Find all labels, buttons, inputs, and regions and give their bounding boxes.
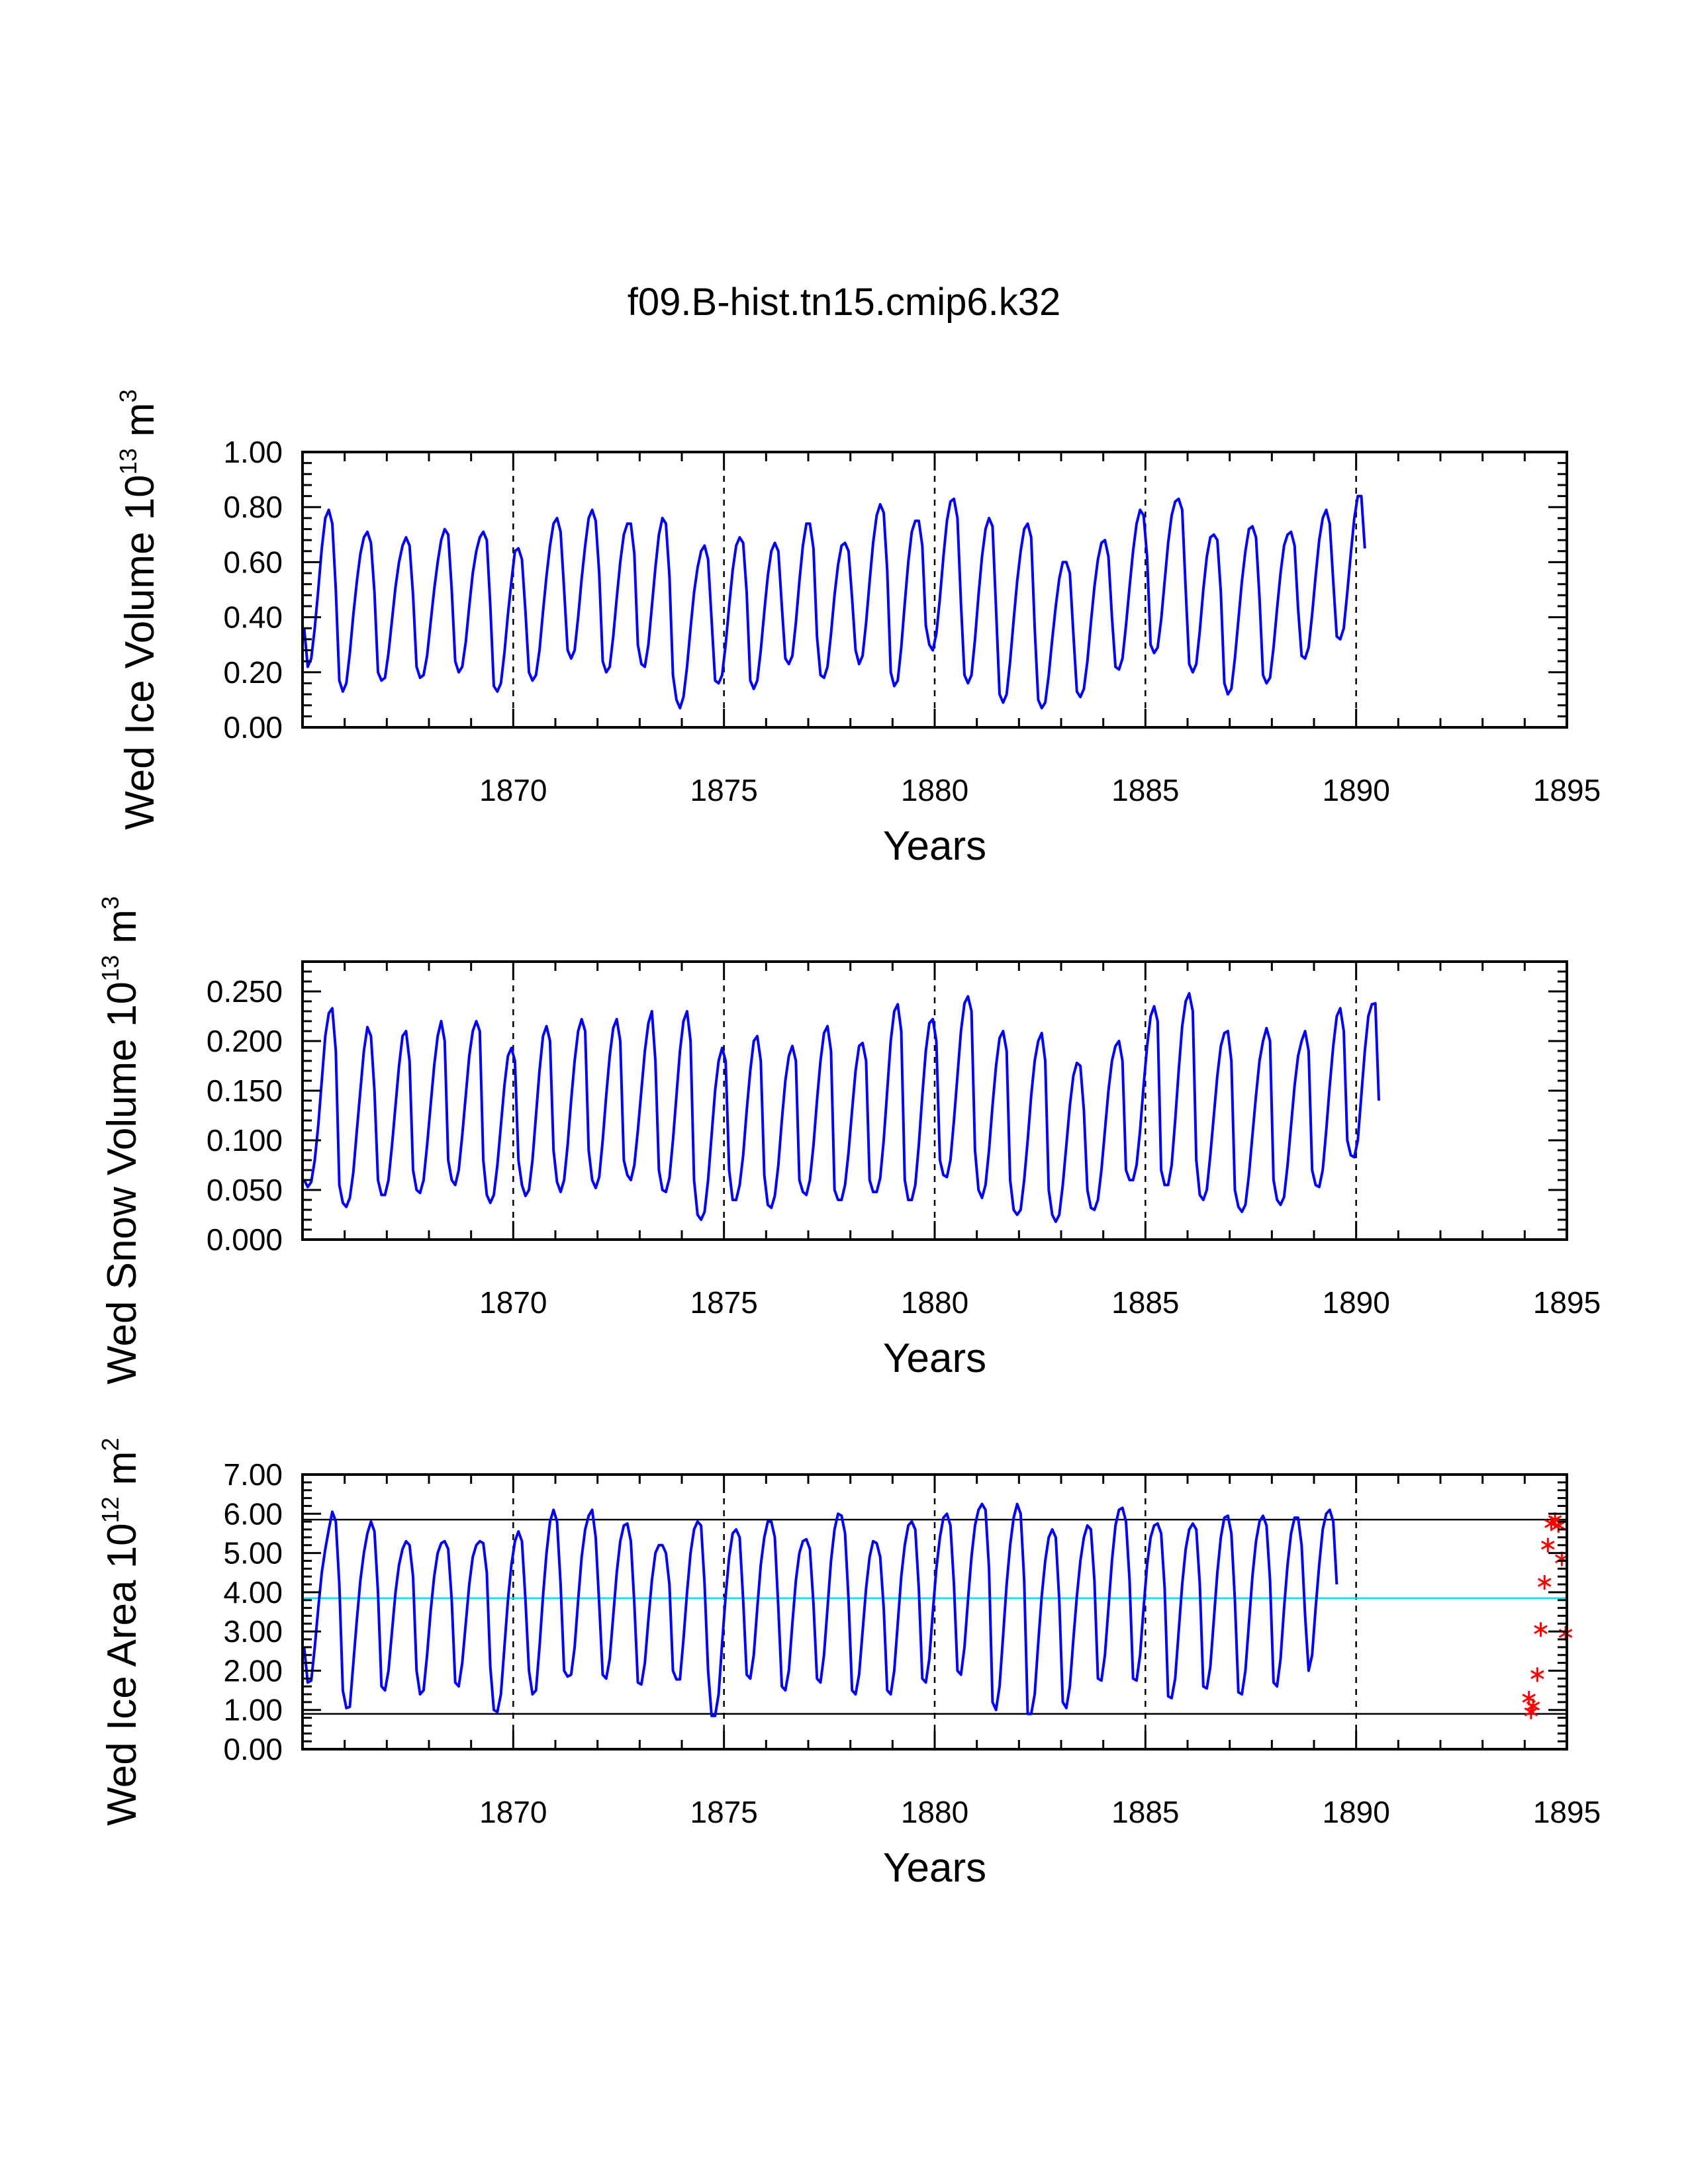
x-tick-label: 1870 [479, 1795, 547, 1829]
y-label-exponent: 13 [97, 955, 124, 981]
x-tick-label: 1875 [690, 773, 757, 807]
marker-stroke [1530, 1670, 1544, 1680]
x-tick-label: 1890 [1322, 1795, 1389, 1829]
x-tick-label: 1895 [1533, 773, 1601, 807]
x-tick-label: 1880 [901, 773, 968, 807]
x-tick-label: 1875 [690, 1795, 757, 1829]
series-line [303, 992, 1380, 1223]
y-tick-label: 4.00 [223, 1575, 283, 1610]
y-label-exponent: 12 [97, 1496, 124, 1523]
x-tick-label: 1890 [1322, 1285, 1389, 1320]
x-tick-label: 1880 [901, 1795, 968, 1829]
observation-marker [1534, 1622, 1548, 1637]
y-axis-label: Wed Ice Area 1012 m2 [97, 1437, 145, 1825]
marker-stroke [1537, 1578, 1552, 1587]
x-tick-label: 1870 [479, 773, 547, 807]
y-label-unit: m [99, 1451, 145, 1496]
ice-volume-panel: 1870 1875 1880 1885 1890 1895 0.00 0.20 0.40 0.60… [115, 389, 1601, 869]
y-label-unit-exponent: 2 [97, 1437, 124, 1451]
marker-stroke [1526, 1701, 1540, 1711]
y-tick-label: 1.00 [223, 435, 283, 469]
marker-stroke [1541, 1540, 1555, 1550]
y-label-unit-exponent: 3 [115, 389, 142, 402]
observation-marker [1526, 1698, 1540, 1713]
y-label-unit: m [99, 909, 145, 955]
x-axis-label: Years [883, 823, 986, 869]
y-tick-label: 7.00 [223, 1457, 283, 1492]
y-tick-label: 2.00 [223, 1653, 283, 1688]
observation-marker [1537, 1575, 1552, 1590]
x-tick-label: 1885 [1111, 1795, 1179, 1829]
y-tick-label: 0.200 [207, 1024, 283, 1058]
y-tick-label: 0.150 [207, 1073, 283, 1108]
x-tick-label: 1895 [1533, 1285, 1601, 1320]
x-tick-label: 1870 [479, 1285, 547, 1320]
y-tick-label: 0.000 [207, 1222, 283, 1257]
y-axis-label: Wed Ice Volume 1013 m3 [115, 389, 163, 829]
y-tick-label: 0.100 [207, 1123, 283, 1158]
y-tick-label: 3.00 [223, 1614, 283, 1649]
y-tick-label: 0.00 [223, 1732, 283, 1766]
y-tick-label: 0.00 [223, 710, 283, 745]
y-tick-label: 6.00 [223, 1496, 283, 1531]
series-line [303, 494, 1366, 709]
y-tick-label: 0.60 [223, 545, 283, 579]
figure-title: f09.B-hist.tn15.cmip6.k32 [628, 281, 1060, 324]
y-label-main: Wed Snow Volume 10 [99, 981, 145, 1385]
x-axis-label: Years [883, 1336, 986, 1381]
snow-volume-panel: 1870 1875 1880 1885 1890 1895 0.000 0.050 0.100 0… [97, 896, 1601, 1385]
y-label-main: Wed Ice Volume 10 [117, 475, 163, 830]
y-tick-label: 0.80 [223, 490, 283, 524]
y-label-unit: m [117, 402, 163, 448]
y-label-main: Wed Ice Area 10 [99, 1523, 145, 1825]
x-tick-label: 1885 [1111, 773, 1179, 807]
observation-marker [1541, 1537, 1555, 1553]
x-tick-label: 1895 [1533, 1795, 1601, 1829]
y-tick-label: 5.00 [223, 1536, 283, 1570]
x-tick-label: 1880 [901, 1285, 968, 1320]
y-tick-label: 1.00 [223, 1693, 283, 1727]
y-tick-label: 0.40 [223, 600, 283, 635]
y-label-exponent: 13 [115, 448, 142, 475]
y-label-unit-exponent: 3 [97, 896, 124, 909]
ice-area-panel: 1870 1875 1880 1885 1890 1895 0.00 1.00 2.00 3.00… [97, 1437, 1601, 1891]
marker-stroke [1551, 1521, 1566, 1530]
y-tick-label: 0.20 [223, 655, 283, 690]
y-tick-label: 0.250 [207, 974, 283, 1009]
x-axis-label: Years [883, 1845, 986, 1891]
marker-stroke [1534, 1625, 1548, 1634]
observation-marker [1530, 1667, 1544, 1682]
x-tick-label: 1885 [1111, 1285, 1179, 1320]
series-line [303, 1502, 1338, 1717]
x-tick-label: 1890 [1322, 773, 1389, 807]
y-axis-label: Wed Snow Volume 1013 m3 [97, 896, 145, 1385]
x-tick-label: 1875 [690, 1285, 757, 1320]
y-tick-label: 0.050 [207, 1173, 283, 1207]
